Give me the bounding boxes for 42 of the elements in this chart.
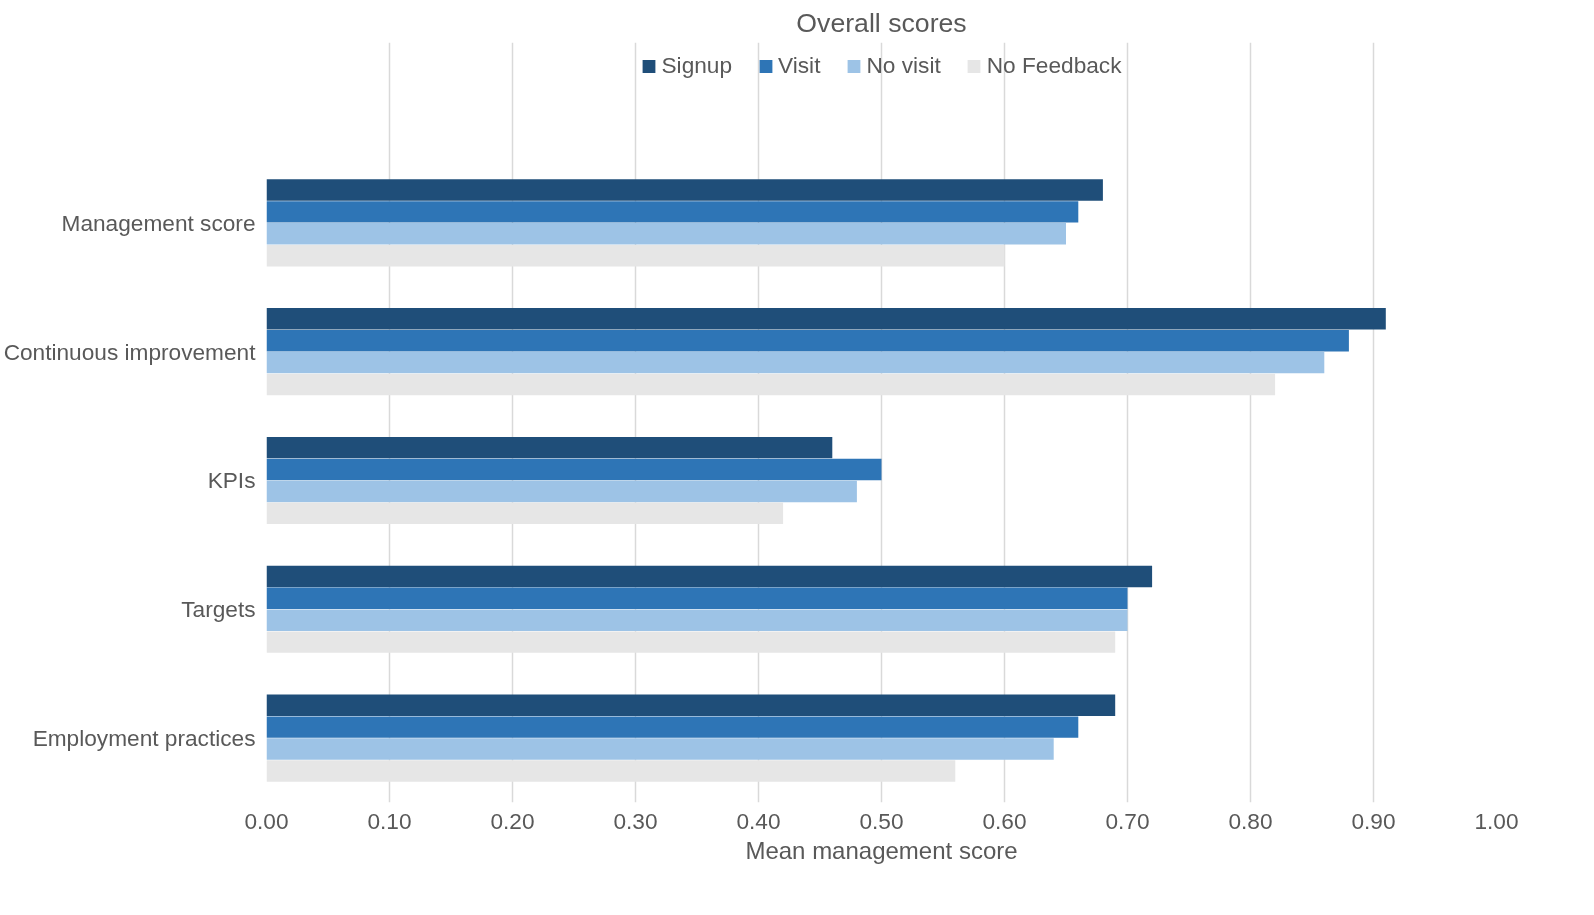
bar	[266, 716, 1079, 738]
bar	[266, 223, 1066, 245]
bar	[266, 308, 1386, 330]
bar	[266, 587, 1128, 610]
x-tick-label: 0.00	[244, 807, 289, 834]
y-tick-label: Management score	[61, 209, 256, 236]
x-tick-label: 0.60	[982, 807, 1027, 834]
bar	[266, 458, 882, 481]
x-tick-label: 1.00	[1474, 807, 1519, 834]
x-tick-label: 0.80	[1228, 807, 1273, 834]
legend-label: Visit	[778, 52, 821, 79]
y-tick-label: Employment practices	[32, 725, 256, 752]
x-tick-label: 0.10	[367, 807, 412, 834]
bar	[266, 201, 1079, 223]
x-tick-label: 0.70	[1105, 807, 1150, 834]
bar	[266, 179, 1103, 201]
legend-label: Signup	[661, 52, 733, 79]
x-tick-label: 0.30	[613, 807, 658, 834]
bar	[266, 373, 1276, 396]
bar	[266, 631, 1116, 653]
y-tick-label: Continuous improvement	[3, 338, 257, 365]
bar	[266, 351, 1325, 374]
bar	[266, 738, 1054, 760]
bar	[266, 502, 784, 525]
x-tick-label: 0.50	[859, 807, 904, 834]
y-tick-label: Targets	[181, 596, 256, 623]
legend-label: No Feedback	[986, 52, 1122, 79]
bar	[266, 244, 1005, 267]
bar	[266, 565, 1153, 588]
chart-title: Overall scores	[796, 7, 967, 38]
legend-label: No visit	[866, 52, 941, 79]
bar	[266, 436, 833, 459]
y-tick-label: KPIs	[207, 467, 256, 494]
bar	[266, 329, 1349, 352]
x-tick-label: 0.20	[490, 807, 535, 834]
bar	[266, 480, 857, 503]
x-axis-title: Mean management score	[745, 836, 1018, 864]
bar	[266, 760, 956, 782]
x-tick-label: 0.90	[1351, 807, 1396, 834]
bar	[266, 609, 1128, 631]
bar	[266, 694, 1116, 716]
x-tick-label: 0.40	[736, 807, 781, 834]
